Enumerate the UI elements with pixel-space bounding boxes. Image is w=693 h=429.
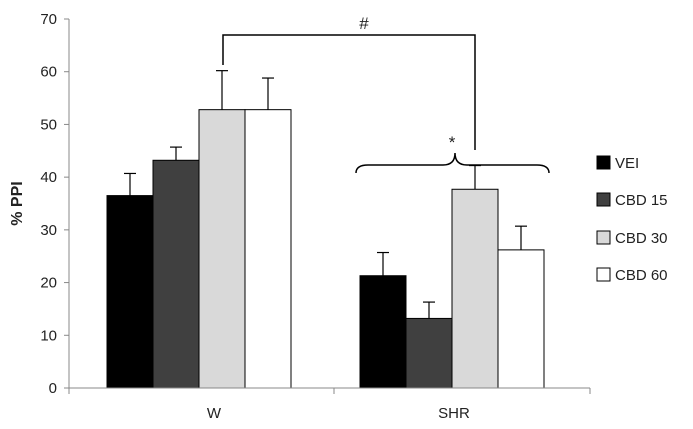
bar: [497, 249, 545, 389]
legend: VEI CBD 15 CBD 30 CBD 60: [596, 155, 668, 284]
legend-swatch: [596, 267, 611, 282]
legend-swatch: [596, 230, 611, 245]
bars: [106, 109, 545, 389]
x-category-label: W: [207, 405, 222, 422]
significance-star-label: *: [449, 133, 456, 152]
legend-label: VEI: [615, 155, 639, 172]
y-tick-label: 40: [40, 169, 57, 186]
y-tick-label: 70: [40, 11, 57, 28]
y-tick-label: 50: [40, 116, 57, 133]
legend-label: CBD 60: [615, 267, 668, 284]
annotations: # *: [222, 14, 550, 174]
bar: [244, 109, 292, 389]
legend-swatch: [596, 155, 611, 170]
bar: [198, 109, 246, 389]
y-tick-label: 10: [40, 327, 57, 344]
legend-swatch: [596, 192, 611, 207]
legend-label: CBD 30: [615, 230, 668, 247]
bar: [359, 275, 407, 389]
bar: [405, 317, 453, 389]
significance-hash-label: #: [359, 14, 369, 33]
y-tick-label: 0: [49, 380, 57, 397]
significance-hash-bracket: [222, 34, 476, 150]
y-tick-label: 20: [40, 275, 57, 292]
significance-star-brace: [355, 152, 550, 174]
y-axis-label: % PPI: [9, 181, 26, 225]
y-tick-label: 30: [40, 222, 57, 239]
axes: 0 10 20 30 40 50 60 70 W SHR: [40, 11, 591, 422]
legend-label: CBD 15: [615, 192, 668, 209]
y-tick-label: 60: [40, 64, 57, 81]
bar: [451, 188, 499, 389]
bar: [152, 159, 200, 389]
x-category-label: SHR: [438, 405, 470, 422]
bar: [106, 195, 154, 389]
